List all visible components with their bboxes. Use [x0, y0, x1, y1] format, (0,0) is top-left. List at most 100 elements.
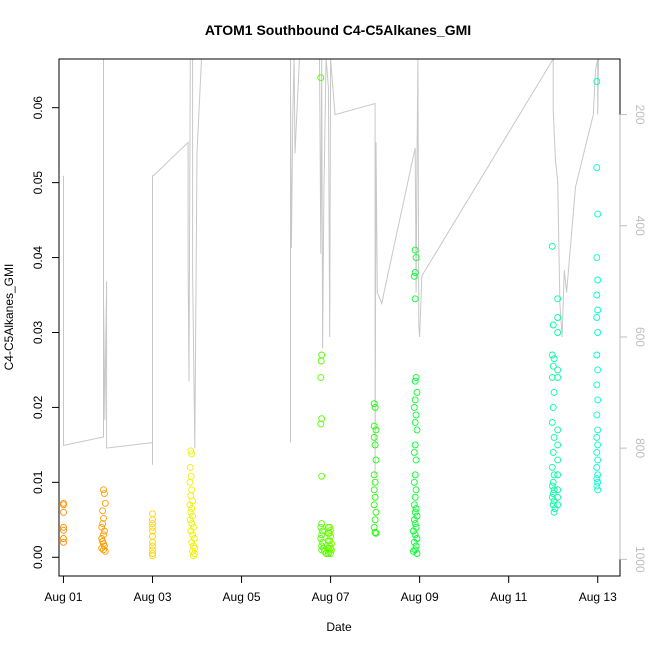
data-point [371, 493, 379, 501]
data-point [317, 357, 325, 365]
data-point [149, 510, 156, 518]
data-point [412, 411, 420, 419]
data-point [318, 351, 326, 359]
data-point [149, 516, 156, 524]
data-point [550, 433, 558, 441]
data-point [412, 505, 420, 513]
x-tick-label: Aug 13 [579, 590, 617, 604]
data-point [594, 441, 602, 449]
data-point [318, 531, 326, 539]
data-point [550, 355, 558, 363]
data-point [411, 269, 419, 276]
data-point [409, 547, 417, 555]
data-point [187, 472, 195, 480]
y-tick-label: 0.04 [31, 246, 45, 270]
data-point [554, 486, 562, 494]
data-point [594, 471, 602, 479]
data-point [318, 520, 326, 528]
data-point [410, 448, 418, 456]
data-point [372, 426, 380, 434]
y-tick-label: 0.06 [31, 96, 45, 120]
data-point [594, 478, 602, 486]
data-point [549, 478, 557, 486]
data-point [554, 501, 562, 509]
data-point [549, 403, 557, 411]
data-point [410, 272, 418, 280]
data-point [554, 456, 562, 464]
data-point [324, 529, 332, 537]
data-point [413, 550, 421, 557]
data-point [549, 490, 557, 498]
data-point [372, 529, 380, 537]
data-point [412, 486, 420, 494]
x-tick-label: Aug 01 [44, 590, 82, 604]
x-tick-label: Aug 11 [490, 590, 527, 604]
data-point [187, 447, 195, 455]
data-point [411, 246, 419, 254]
data-point [370, 486, 378, 494]
data-point [413, 388, 421, 396]
data-point [149, 550, 156, 557]
data-point [410, 516, 418, 524]
right-tick-label: 1000 [633, 546, 647, 573]
data-point [149, 523, 156, 531]
y-axis: 0.00 0.01 0.02 0.03 0.04 0.05 0.06 [31, 96, 60, 569]
data-point [409, 527, 417, 535]
data-point [149, 542, 156, 550]
data-point [318, 415, 326, 423]
right-tick-label: 200 [633, 105, 647, 125]
data-point [548, 493, 556, 501]
data-point [411, 295, 419, 303]
data-point [370, 523, 378, 531]
data-point [186, 516, 194, 524]
data-point [188, 538, 196, 546]
y-tick-label: 0.05 [31, 171, 45, 195]
data-point [370, 471, 378, 479]
data-point [188, 505, 196, 513]
data-point [593, 448, 601, 456]
data-point [371, 441, 379, 449]
chart-title: ATOM1 Southbound C4-C5Alkanes_GMI [205, 22, 471, 38]
data-point [370, 400, 378, 408]
data-point [187, 527, 195, 535]
y-tick-label: 0.03 [31, 320, 45, 344]
right-tick-label: 400 [633, 216, 647, 236]
data-point [554, 295, 562, 303]
data-point [371, 516, 379, 524]
data-point [550, 486, 558, 494]
data-point [101, 499, 109, 507]
data-point [101, 547, 109, 555]
data-point [324, 537, 332, 545]
data-point [317, 74, 325, 82]
data-point [317, 373, 325, 381]
data-point [554, 314, 562, 321]
data-point [190, 552, 197, 560]
data-point [99, 520, 107, 528]
data-point [554, 426, 562, 434]
data-point [554, 441, 562, 449]
data-point [594, 366, 602, 374]
data-point [411, 493, 419, 501]
data-point [318, 472, 326, 480]
data-point [60, 526, 67, 534]
data-point [594, 329, 602, 336]
data-point [372, 456, 380, 464]
data-point [410, 403, 418, 411]
data-point [371, 529, 379, 536]
data-point [371, 403, 379, 411]
data-point [594, 426, 602, 434]
data-point [549, 321, 557, 329]
data-point [412, 456, 420, 464]
x-tick-label: Aug 03 [133, 590, 171, 604]
data-point [411, 508, 419, 516]
data-point [411, 418, 419, 426]
data-point [149, 538, 156, 546]
data-point [100, 546, 107, 554]
data-point [594, 486, 602, 494]
altitude-line-layer [63, 57, 600, 476]
data-point [324, 544, 332, 552]
data-point [100, 514, 107, 522]
data-point [319, 527, 327, 535]
y-tick-label: 0.01 [31, 470, 45, 494]
data-point [411, 471, 419, 479]
